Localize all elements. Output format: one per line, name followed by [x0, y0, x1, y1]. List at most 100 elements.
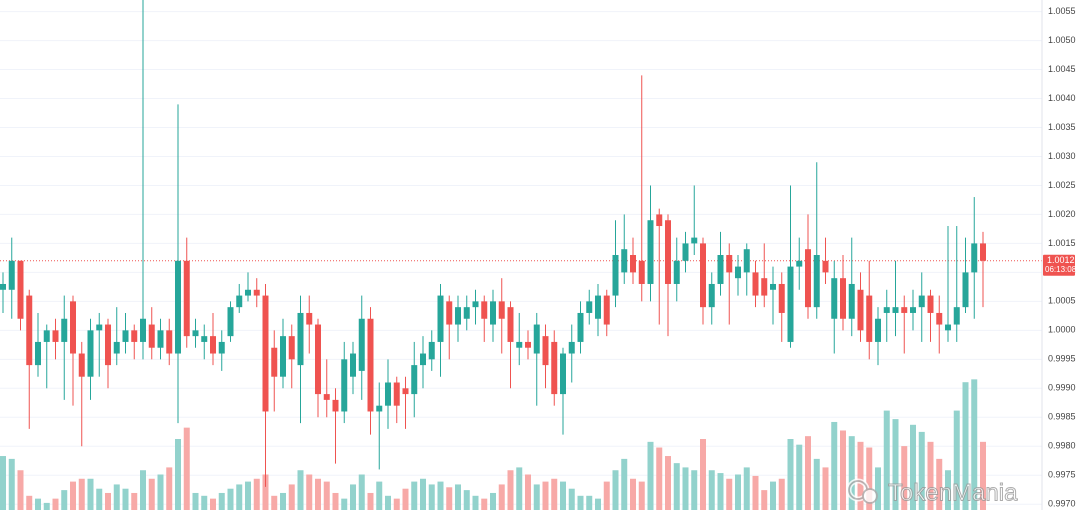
volume-bar [463, 490, 470, 510]
candle-body [376, 405, 383, 412]
candle-body [752, 272, 759, 296]
volume-bar [875, 467, 881, 510]
candle-body [910, 307, 916, 313]
y-tick-label: 1.0040 [1048, 93, 1076, 103]
volume-bar [595, 498, 601, 510]
y-tick-label: 0.9990 [1048, 383, 1076, 393]
candle-body [420, 353, 426, 366]
candle-body [113, 341, 120, 354]
candle-body [253, 289, 260, 296]
candle-body [953, 307, 960, 325]
candle-body [778, 283, 785, 313]
candle-body [428, 341, 435, 360]
volume-bar [43, 502, 50, 510]
price-label: 1.0012 [1047, 255, 1075, 265]
volume-bar [376, 481, 383, 510]
candle-body [822, 260, 829, 273]
volume-bar [271, 495, 278, 510]
volume-bar [735, 474, 741, 510]
candle-body [533, 324, 540, 354]
volume-bar [8, 458, 15, 510]
candle-body [140, 318, 146, 342]
candle-body [647, 220, 654, 284]
candle-body [61, 318, 68, 342]
candle-body [463, 307, 470, 319]
volume-bar [927, 441, 934, 510]
volume-bar [262, 474, 269, 510]
volume-bar [542, 481, 549, 510]
volume-bar [183, 427, 190, 510]
candle-body [796, 260, 803, 267]
volume-bar [848, 436, 855, 510]
volume-bar [350, 484, 356, 510]
volume-bar [122, 488, 129, 510]
volume-bar [61, 490, 68, 510]
candle-body [245, 289, 251, 296]
candle-body [17, 260, 24, 319]
candle-body [630, 255, 636, 273]
candle-body [70, 301, 76, 354]
volume-bar [201, 495, 208, 510]
candle-body [936, 312, 943, 325]
countdown: 06:13:08 [1045, 265, 1077, 274]
volume-bar [708, 470, 715, 510]
y-tick-label: 1.0005 [1048, 296, 1076, 306]
candle-body [183, 260, 190, 337]
volume-bar [323, 481, 330, 510]
volume-bar [113, 484, 120, 510]
candle-body [700, 243, 706, 308]
volume-bar [936, 458, 943, 510]
volume-bar [980, 441, 986, 510]
candle-body [560, 353, 566, 395]
volume-bar [752, 475, 759, 510]
volume-bar [428, 484, 435, 510]
candle-body [271, 347, 278, 377]
volume-bar [175, 439, 181, 510]
volume-bar [630, 478, 636, 510]
candle-body [743, 249, 750, 273]
candle-body [472, 301, 479, 308]
candle-body [490, 301, 496, 325]
volume-bar [945, 470, 951, 510]
candle-body [525, 341, 531, 348]
candle-body [87, 330, 94, 377]
candle-body [148, 324, 155, 348]
candle-body [857, 289, 864, 331]
volume-bar [910, 424, 916, 510]
volume-bar [805, 436, 811, 510]
volume-bar [507, 470, 514, 510]
candle-body [595, 295, 601, 319]
candle-body [26, 295, 33, 366]
volume-bar [813, 458, 820, 510]
candle-body [210, 336, 216, 354]
volume-bar [840, 430, 846, 510]
candle-body [516, 341, 523, 348]
candle-body [866, 295, 873, 342]
candle-body [437, 295, 444, 342]
y-tick-label: 0.9980 [1048, 441, 1076, 451]
volume-bar [761, 490, 768, 510]
y-tick-label: 0.9975 [1048, 470, 1076, 480]
y-tick-label: 1.0025 [1048, 180, 1076, 190]
candle-body [236, 295, 243, 308]
volume-bar [822, 467, 829, 510]
volume-bar [796, 444, 803, 510]
volume-bar [953, 410, 960, 510]
candle-body [8, 260, 15, 290]
volume-bar [17, 470, 24, 510]
candle-body [315, 324, 321, 395]
volume-bar [253, 478, 260, 510]
candle-body [0, 283, 6, 290]
volume-bar [280, 492, 286, 510]
candle-body [498, 301, 505, 319]
volume-bar [778, 478, 785, 510]
candle-body [708, 283, 715, 308]
volume-bar [656, 447, 663, 510]
candle-body [735, 266, 741, 279]
candle-body [621, 249, 628, 273]
volume-bar [577, 495, 584, 510]
candle-body [96, 324, 103, 331]
candle-body [971, 243, 978, 273]
volume-bar [26, 495, 33, 510]
